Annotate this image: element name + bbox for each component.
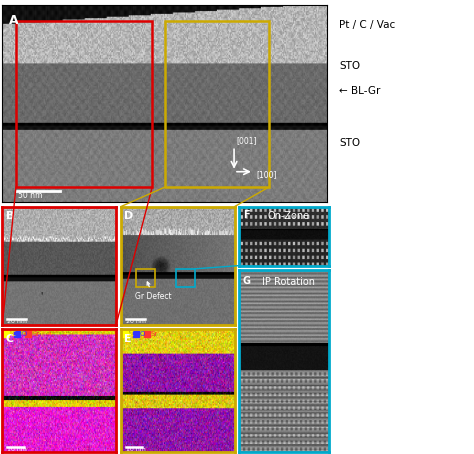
Text: D: D [124,211,134,221]
Text: C: C [6,334,14,344]
Text: G: G [243,276,251,286]
Bar [16,21,152,187]
Text: C: C [129,331,134,337]
Bar [176,269,195,287]
Text: Pt / C / Vac: Pt / C / Vac [339,20,395,30]
Text: 20 nm: 20 nm [7,319,27,324]
Text: Gr Defect: Gr Defect [135,282,172,301]
Text: Sr: Sr [32,331,39,337]
Text: [100]: [100] [256,170,276,179]
Text: 10 nm: 10 nm [7,447,27,452]
Text: Sr: Sr [151,331,158,337]
Text: O: O [21,331,27,337]
Text: 20 nm: 20 nm [126,319,146,324]
Text: 10 nm: 10 nm [126,447,146,452]
Text: E: E [124,334,132,344]
Text: STO: STO [339,138,360,148]
Text: On-Zone: On-Zone [268,211,310,221]
Bar [165,21,269,187]
Text: ← BL-Gr: ← BL-Gr [339,86,380,96]
Text: [001]: [001] [236,136,257,145]
Text: 50 nm: 50 nm [18,191,43,200]
Text: O: O [140,331,145,337]
Text: C: C [10,331,15,337]
Text: F: F [243,210,250,220]
Text: A: A [9,15,18,27]
Bar [137,269,155,287]
Text: B: B [6,211,14,221]
Text: IP Rotation: IP Rotation [263,277,315,287]
Text: STO: STO [339,61,360,71]
